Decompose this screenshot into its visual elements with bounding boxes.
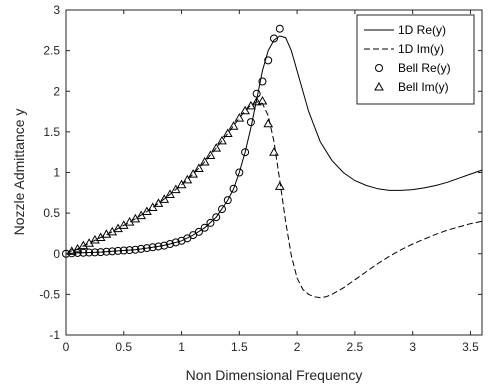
data-point-circle — [223, 196, 232, 205]
series-1d-im-y — [65, 101, 483, 299]
data-point-circle — [212, 213, 221, 222]
data-point-circle — [114, 246, 122, 255]
data-point-circle — [148, 243, 157, 252]
data-point-circle — [125, 246, 134, 255]
data-point-triangle — [228, 121, 239, 130]
data-point-triangle — [147, 202, 158, 211]
y-axis-title: Nozzle Admittance y — [11, 109, 27, 236]
series-1d-re-y — [65, 35, 483, 255]
data-point-circle — [142, 244, 151, 253]
data-point-triangle — [165, 189, 175, 198]
data-point-circle — [119, 246, 128, 255]
data-point-triangle — [246, 100, 256, 110]
data-point-circle — [264, 56, 273, 65]
legend-label: Bell Re(y) — [398, 61, 451, 75]
x-tick-label: 3.5 — [462, 340, 479, 354]
legend-label: 1D Re(y) — [398, 23, 446, 37]
data-point-triangle — [274, 181, 285, 190]
data-point-triangle — [205, 150, 216, 159]
legend-label: 1D Im(y) — [398, 42, 444, 56]
series-layer — [62, 24, 483, 299]
data-point-circle — [131, 245, 140, 254]
x-tick-label: 3 — [409, 340, 416, 354]
tick-layer: 0 0.5 1 1.5 2 2.5 3 3.5 -1 -0.5 0 0.5 1 1.5 2 2.5 3 — [39, 3, 482, 354]
data-point-triangle — [217, 135, 227, 145]
data-point-circle — [270, 34, 278, 43]
data-point-triangle — [176, 179, 187, 189]
data-point-triangle — [136, 210, 146, 220]
x-tick-label: 1.5 — [231, 340, 248, 354]
series-line — [65, 35, 483, 255]
data-point-triangle — [194, 163, 204, 172]
y-tick-label: 2 — [53, 84, 60, 98]
data-point-circle — [96, 248, 105, 257]
series-bell-im-y — [66, 95, 285, 255]
y-tick-label: -0.5 — [39, 287, 60, 301]
data-point-circle — [108, 247, 117, 256]
legend-marker-circle — [375, 64, 383, 72]
data-point-circle — [229, 184, 238, 193]
y-tick-label: 1.5 — [43, 125, 60, 139]
data-point-triangle — [170, 184, 181, 194]
series-bell-re-y — [62, 24, 284, 258]
y-tick-label: 0 — [53, 247, 60, 261]
data-point-circle — [171, 238, 180, 247]
x-axis-title: Non Dimensional Frequency — [186, 367, 363, 383]
legend-marker-triangle — [374, 81, 384, 91]
data-point-triangle — [159, 194, 170, 203]
data-point-triangle — [251, 96, 262, 106]
series-line — [65, 101, 483, 299]
x-tick-label: 0 — [63, 340, 70, 354]
data-point-circle — [166, 240, 174, 248]
data-point-circle — [154, 242, 163, 251]
legend-entry: 1D Re(y) — [364, 23, 446, 37]
x-tick-label: 2 — [294, 340, 301, 354]
data-point-triangle — [269, 147, 279, 156]
data-point-circle — [235, 168, 244, 177]
data-point-circle — [246, 118, 255, 127]
data-point-circle — [218, 205, 226, 214]
data-point-triangle — [234, 113, 245, 122]
data-point-triangle — [257, 95, 268, 105]
y-tick-label: -1 — [49, 328, 60, 342]
data-point-circle — [79, 248, 88, 257]
legend: 1D Re(y) 1D Im(y) Bell Re(y) Bell Im(y) — [356, 14, 475, 105]
y-tick-label: 2.5 — [43, 44, 60, 58]
data-point-circle — [194, 227, 203, 236]
data-point-circle — [206, 218, 215, 227]
data-point-circle — [200, 223, 209, 232]
data-point-triangle — [222, 128, 233, 137]
y-tick-label: 0.5 — [43, 206, 60, 220]
x-tick-label: 1 — [178, 340, 185, 354]
legend-entry: Bell Re(y) — [375, 61, 451, 75]
data-point-triangle — [188, 169, 198, 178]
data-point-circle — [90, 248, 99, 257]
data-point-triangle — [182, 174, 193, 184]
y-tick-label: 1 — [53, 166, 60, 180]
data-point-circle — [241, 148, 250, 157]
data-point-triangle — [199, 156, 210, 166]
legend-entry: 1D Im(y) — [364, 42, 444, 56]
data-point-circle — [85, 248, 94, 257]
legend-entry: Bell Im(y) — [374, 80, 449, 94]
data-point-circle — [102, 247, 111, 256]
x-tick-label: 0.5 — [115, 340, 132, 354]
data-point-circle — [275, 24, 284, 33]
data-point-circle — [73, 248, 82, 257]
data-point-triangle — [142, 206, 152, 215]
data-point-circle — [258, 77, 267, 86]
data-point-triangle — [153, 198, 164, 207]
legend-label: Bell Im(y) — [398, 80, 449, 94]
data-point-circle — [160, 241, 169, 250]
data-point-triangle — [240, 105, 250, 115]
data-point-triangle — [211, 143, 222, 152]
y-tick-label: 3 — [53, 3, 60, 17]
data-point-triangle — [263, 118, 274, 128]
data-point-circle — [137, 244, 146, 253]
x-tick-label: 2.5 — [347, 340, 364, 354]
